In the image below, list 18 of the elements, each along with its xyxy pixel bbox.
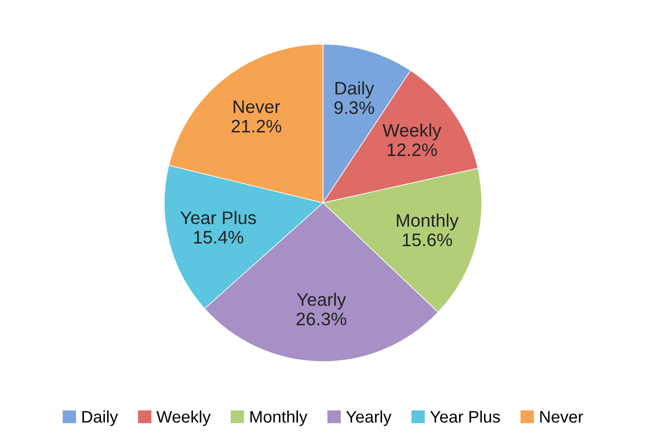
legend-label: Never [540,411,584,423]
slice-label: Daily [336,81,374,98]
data-label: 26.3% [296,312,346,326]
legend-label: Monthly [250,410,308,426]
slice-label: Year Plus [180,210,256,224]
legend-label: Daily [82,410,118,426]
legend-label: Weekly [156,410,211,426]
data-label: 21.2% [232,120,282,132]
slice-label: Never [234,100,280,114]
data-label: 15.4% [194,230,244,244]
slice-label: Monthly [396,214,459,230]
slice-label: Yearly [296,292,346,310]
slice-label: Weekly [382,123,442,140]
data-label: 12.2% [388,143,437,156]
data-label: 15.6% [402,233,452,246]
data-label: 9.3% [334,101,374,114]
legend-label: Yearly [346,410,392,426]
legend-label: Year Plus [430,410,500,423]
